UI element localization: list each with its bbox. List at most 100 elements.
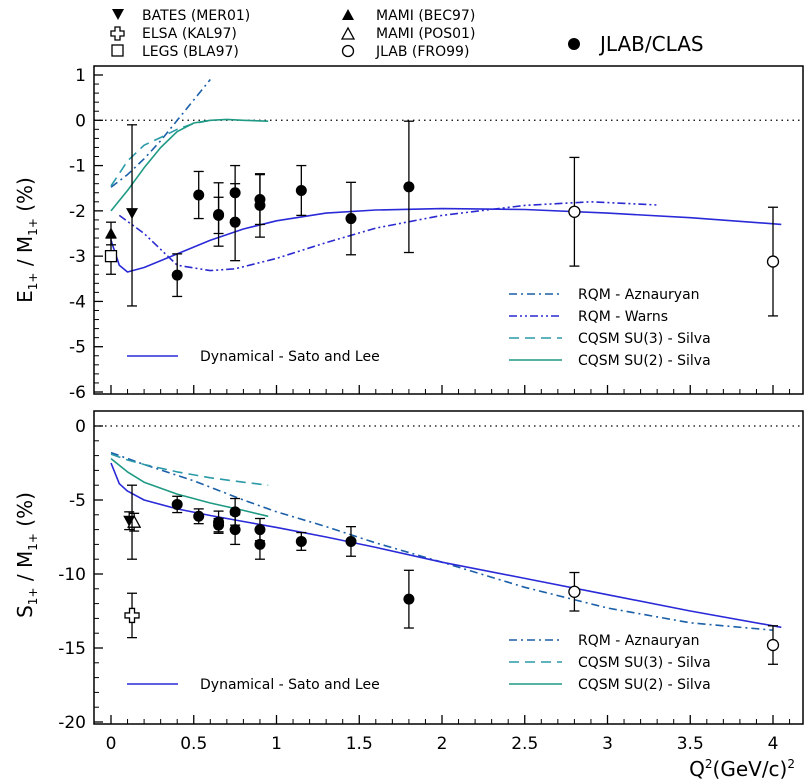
top-data-point [295,164,307,217]
panel-top: 1 0 -1 -2 -3 -4 -5 -6 RQM - Aznauryan RQM - Warn… [13,65,804,403]
legend-mami-bec-label: MAMI (BEC97) [376,8,475,24]
top-data-point [254,173,266,238]
top-data-point [229,183,241,262]
legend-label: Dynamical - Sato and Lee [200,677,380,693]
top-legend-item: CQSM SU(3) - Silva [509,331,711,347]
circle-filled-marker [403,593,415,605]
legend-label: CQSM SU(2) - Silva [578,353,711,369]
circle-open-marker [766,638,780,652]
xtick-label: 2.5 [511,734,538,754]
circle-filled-marker [229,216,241,228]
circle-filled-marker [403,181,415,193]
bottom-data-point [127,484,138,560]
top-ytick-label: -4 [69,292,86,312]
top-data-point [568,156,581,267]
top-ytick-label: -3 [69,247,86,267]
x-axis-label: Q2(GeV/c)2 [689,757,795,781]
bottom-curve-sato-lee [110,462,782,629]
triangle-up-filled-icon [342,9,354,20]
legend-label: CQSM SU(2) - Silva [578,677,711,693]
top-y-axis-label: E1+ / M1+ (%) [13,177,40,303]
xlabel-q: Q [689,757,705,781]
legend-jlab-clas: JLAB/CLAS [568,32,704,56]
legend-label: CQSM SU(3) - Silva [578,331,711,347]
top-ylabel-sep: / M [13,236,37,273]
bottom-ylabel-main: S [13,605,37,618]
bottom-legend-item: RQM - Aznauryan [509,633,700,649]
top-data-point [127,124,138,307]
legend-legs-label: LEGS (BLA97) [142,44,239,60]
bottom-ytick-label: 0 [75,417,86,437]
xtick-label: 3 [602,734,613,754]
top-data-point [193,170,205,220]
top-curves-group [110,78,782,273]
bottom-legend-item: CQSM SU(2) - Silva [509,677,711,693]
circle-filled-marker [213,519,225,531]
top-curve-rqm-aznauryan [110,78,211,188]
circle-filled-marker [295,535,307,547]
circle-filled-marker [229,524,241,536]
data-legend: BATES (MER01) ELSA (KAL97) LEGS (BLA97) … [110,8,704,60]
bottom-ylabel-sep: / M [13,551,37,588]
top-ytick-label: -1 [69,157,86,177]
bottom-ylabel-unit: (%) [13,492,37,533]
top-ytick-label: -2 [69,202,86,222]
bottom-ytick-label: -20 [58,713,86,733]
bottom-data-point [229,514,241,546]
bottom-ylabel-main-sub: 1+ [26,587,40,605]
circle-filled-marker [254,538,266,550]
xlabel-sup: 2 [705,757,713,771]
legend-elsa-label: ELSA (KAL97) [142,26,237,42]
cross-open-icon [110,26,125,41]
top-legend-item: RQM - Warns [509,309,668,325]
triangle-up-open-icon [340,26,356,40]
top-curve-cqsm-su3 [110,119,211,187]
bottom-legend-extra-item: Dynamical - Sato and Lee [127,677,380,693]
top-ytick-label: -5 [69,338,86,358]
cross-open-marker [124,607,140,624]
bottom-ylabel-den-sub: 1+ [26,533,40,551]
bottom-legend-item: CQSM SU(3) - Silva [509,655,711,671]
legend-elsa: ELSA (KAL97) [110,26,237,42]
circle-open-marker [568,205,581,218]
circle-filled-marker [171,498,183,510]
xtick-label: 2 [437,734,448,754]
bottom-points-group [123,484,780,665]
bottom-ytick-label: -10 [58,565,86,585]
bottom-data-point [568,571,581,612]
xtick-label: 1 [271,734,282,754]
circle-open-icon [341,44,355,58]
bottom-data-point [254,528,266,560]
top-legend-item: CQSM SU(2) - Silva [509,353,711,369]
circle-filled-marker [193,189,205,201]
bottom-legend-group: RQM - Aznauryan CQSM SU(3) - Silva CQSM SU… [127,633,711,693]
legend-label: Dynamical - Sato and Lee [200,349,380,365]
top-ylabel-den-sub: 1+ [26,218,40,236]
xtick-label: 0.5 [180,734,207,754]
top-legend-item: RQM - Aznauryan [509,287,700,303]
legend-label: RQM - Warns [578,309,668,325]
square-open-marker [104,249,118,263]
circle-filled-marker [345,213,357,225]
top-ytick-label: 1 [75,66,86,86]
legend-mami-bec: MAMI (BEC97) [342,8,475,24]
top-curve-sato-lee [110,207,782,273]
top-ylabel-main-sub: 1+ [26,273,40,291]
legend-jlab-fro: JLAB (FRO99) [341,44,469,60]
bottom-curve-cqsm-su3 [110,453,269,486]
top-data-point [213,196,225,235]
top-ytick-label: 0 [75,111,86,131]
legend-jlab-clas-label: JLAB/CLAS [598,32,704,56]
legend-bates-label: BATES (MER01) [142,8,250,24]
top-ticks-group: 1 0 -1 -2 -3 -4 -5 -6 [69,66,791,403]
bottom-data-point [345,525,357,557]
bottom-curves-group [110,451,782,631]
legend-label: CQSM SU(3) - Silva [578,655,711,671]
panel-bottom-frame [93,410,804,725]
circle-filled-marker [213,209,225,221]
bottom-curve-cqsm-su2 [110,457,269,518]
triangle-up-open-marker [127,514,142,528]
legend-mami-pos-label: MAMI (POS01) [376,26,475,42]
top-ylabel-main: E [13,290,37,303]
